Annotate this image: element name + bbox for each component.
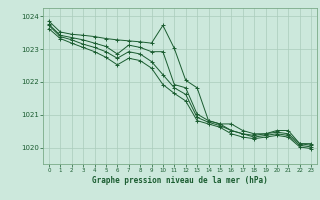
X-axis label: Graphe pression niveau de la mer (hPa): Graphe pression niveau de la mer (hPa) <box>92 176 268 185</box>
